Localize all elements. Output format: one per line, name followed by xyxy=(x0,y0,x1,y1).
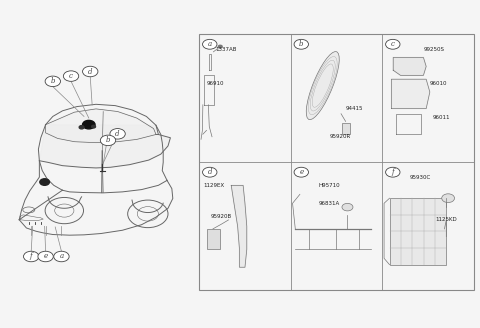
Text: b: b xyxy=(299,40,303,48)
Circle shape xyxy=(83,66,98,77)
Text: e: e xyxy=(44,253,48,260)
Text: 96910: 96910 xyxy=(206,81,224,86)
Text: 95920R: 95920R xyxy=(329,134,350,139)
Circle shape xyxy=(110,129,125,139)
Text: d: d xyxy=(88,68,93,75)
Text: H95710: H95710 xyxy=(318,183,340,188)
Circle shape xyxy=(63,71,79,81)
Text: d: d xyxy=(207,168,212,176)
Circle shape xyxy=(40,179,49,185)
Polygon shape xyxy=(46,109,156,143)
Circle shape xyxy=(218,45,222,48)
Text: 1125KD: 1125KD xyxy=(435,217,457,222)
Text: f: f xyxy=(30,253,33,260)
Bar xyxy=(206,229,220,249)
Circle shape xyxy=(38,251,53,262)
Text: 96831A: 96831A xyxy=(318,201,339,206)
Circle shape xyxy=(54,251,69,262)
Text: 1129EX: 1129EX xyxy=(204,183,225,188)
Text: 95920B: 95920B xyxy=(210,214,231,218)
Circle shape xyxy=(83,120,95,129)
Polygon shape xyxy=(391,79,430,109)
Circle shape xyxy=(24,251,39,262)
Circle shape xyxy=(203,167,217,177)
Text: e: e xyxy=(299,168,303,176)
Polygon shape xyxy=(39,125,170,168)
Circle shape xyxy=(203,39,217,49)
Circle shape xyxy=(45,76,60,87)
Text: b: b xyxy=(106,136,110,144)
Text: 96011: 96011 xyxy=(432,115,450,120)
Circle shape xyxy=(79,126,84,129)
Text: 94415: 94415 xyxy=(346,106,363,111)
Bar xyxy=(342,123,350,134)
Text: 1337AB: 1337AB xyxy=(216,47,237,52)
Circle shape xyxy=(92,125,96,128)
Polygon shape xyxy=(393,57,426,75)
Text: a: a xyxy=(60,253,63,260)
Circle shape xyxy=(294,167,309,177)
Circle shape xyxy=(342,203,353,211)
Bar xyxy=(390,198,446,265)
Text: 95930C: 95930C xyxy=(410,175,431,180)
Circle shape xyxy=(294,39,309,49)
Text: c: c xyxy=(391,40,395,48)
Text: b: b xyxy=(50,77,55,85)
Text: 96010: 96010 xyxy=(430,81,447,86)
Circle shape xyxy=(385,167,400,177)
Text: d: d xyxy=(115,130,120,138)
Ellipse shape xyxy=(306,51,339,120)
Circle shape xyxy=(442,194,455,203)
Text: f: f xyxy=(392,168,394,176)
Polygon shape xyxy=(231,185,247,267)
Text: c: c xyxy=(69,72,73,80)
Circle shape xyxy=(100,135,116,146)
Circle shape xyxy=(385,39,400,49)
Text: a: a xyxy=(208,40,212,48)
Text: 99250S: 99250S xyxy=(423,47,444,52)
Bar xyxy=(199,34,474,290)
